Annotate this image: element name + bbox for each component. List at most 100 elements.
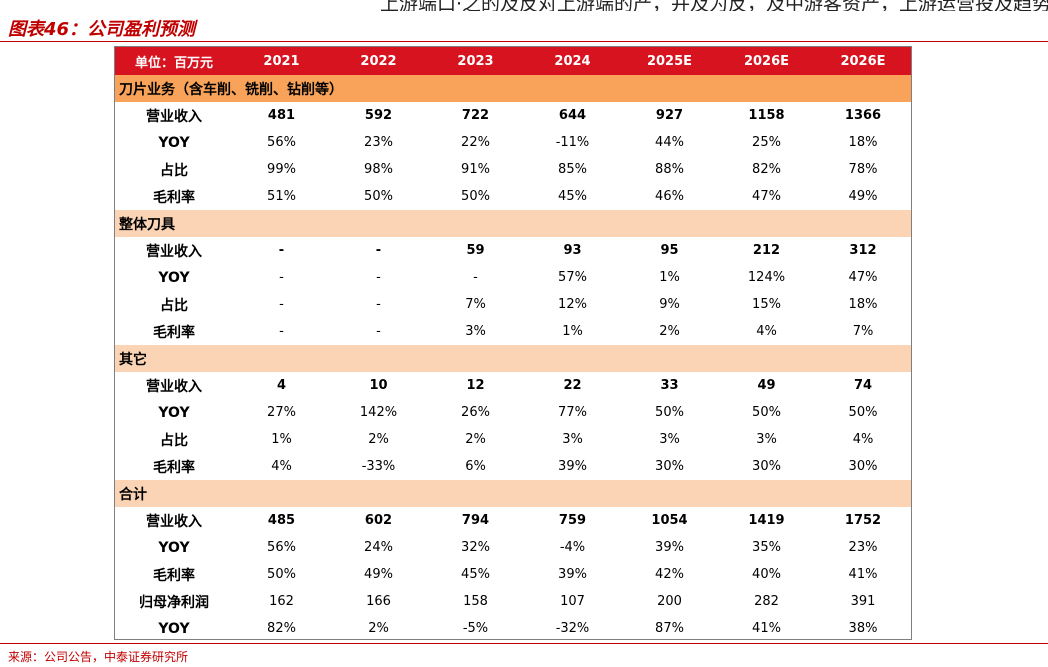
table-cell: -33% bbox=[361, 459, 396, 474]
table-cell: 57% bbox=[558, 270, 587, 285]
table-row: 毛利率 4% -33% 6% 39% 30% 30% 30% bbox=[115, 453, 911, 480]
table-cell: 91% bbox=[461, 162, 490, 177]
table-cell: - bbox=[279, 324, 284, 339]
profit-forecast-table: 单位：百万元 2021 2022 2023 2024 2025E 2026E 2026E 刀片业… bbox=[115, 47, 911, 639]
row-label: 占比 bbox=[160, 297, 188, 314]
table-cell: 1158 bbox=[748, 108, 785, 123]
section-title: 整体刀具 bbox=[115, 210, 911, 237]
year-header: 2026E bbox=[815, 47, 911, 75]
table-cell: 30% bbox=[655, 459, 684, 474]
table-cell: 50% bbox=[364, 189, 393, 204]
table-cell: 47% bbox=[752, 189, 781, 204]
table-cell: 6% bbox=[465, 459, 486, 474]
table-cell: 26% bbox=[461, 405, 490, 420]
table-cell: 50% bbox=[461, 189, 490, 204]
table-cell: 39% bbox=[558, 459, 587, 474]
row-label: YOY bbox=[158, 269, 190, 286]
table-cell: 794 bbox=[461, 513, 490, 528]
table-cell: 50% bbox=[848, 405, 878, 420]
table-row: 毛利率 51% 50% 50% 45% 46% 47% 49% bbox=[115, 183, 911, 210]
table-cell: 602 bbox=[364, 513, 393, 528]
row-label: 毛利率 bbox=[153, 459, 195, 476]
table-cell: -32% bbox=[555, 621, 590, 636]
figure-title: 图表46：公司盈利预测 bbox=[8, 19, 196, 40]
row-label: 占比 bbox=[160, 162, 188, 179]
table-cell: 93 bbox=[563, 243, 582, 258]
table-cell: 98% bbox=[364, 162, 393, 177]
table-cell: 124% bbox=[747, 270, 786, 285]
table-cell: 7% bbox=[852, 324, 874, 339]
row-label: 营业收入 bbox=[146, 108, 202, 125]
section-title: 刀片业务（含车削、铣削、钻削等） bbox=[115, 75, 911, 102]
table-row: 营业收入 4 10 12 22 33 49 74 bbox=[115, 372, 911, 399]
table-cell: 47% bbox=[848, 270, 878, 285]
table-row: 占比 - - 7% 12% 9% 15% 18% bbox=[115, 291, 911, 318]
table-cell: 1419 bbox=[748, 513, 785, 528]
table-cell: 30% bbox=[752, 459, 781, 474]
table-row: 营业收入 485 602 794 759 1054 1419 1752 bbox=[115, 507, 911, 534]
table-cell: 51% bbox=[267, 189, 296, 204]
table-cell: 38% bbox=[848, 621, 878, 636]
table-cell: 25% bbox=[752, 135, 781, 150]
bottom-divider bbox=[0, 643, 1048, 644]
table-cell: 23% bbox=[848, 540, 878, 555]
table-cell: 82% bbox=[752, 162, 781, 177]
table-row: YOY - - - 57% 1% 124% 47% bbox=[115, 264, 911, 291]
table-cell: - bbox=[376, 270, 381, 285]
table-cell: - bbox=[376, 324, 381, 339]
table-row: 归母净利润 162 166 158 107 200 282 391 bbox=[115, 588, 911, 615]
table-cell: 2% bbox=[465, 432, 486, 447]
table-cell: 391 bbox=[850, 594, 876, 609]
table-cell: 282 bbox=[754, 594, 779, 609]
table-cell: - bbox=[376, 297, 381, 312]
table-row: YOY 82% 2% -5% -32% 87% 41% 38% bbox=[115, 615, 911, 639]
table-row: YOY 27% 142% 26% 77% 50% 50% 50% bbox=[115, 399, 911, 426]
table-cell: 33 bbox=[660, 378, 679, 393]
table-cell: 644 bbox=[558, 108, 587, 123]
source-note: 来源：公司公告，中泰证券研究所 bbox=[8, 650, 189, 664]
section-title: 合计 bbox=[115, 480, 911, 507]
table-cell: 27% bbox=[267, 405, 296, 420]
table-cell: 7% bbox=[465, 297, 486, 312]
table-cell: 42% bbox=[655, 567, 684, 582]
table-cell: 41% bbox=[752, 621, 781, 636]
table-row: 营业收入 481 592 722 644 927 1158 1366 bbox=[115, 102, 911, 129]
table-cell: 312 bbox=[849, 243, 877, 258]
table-cell: - bbox=[375, 243, 382, 258]
table-row: 毛利率 - - 3% 1% 2% 4% 7% bbox=[115, 318, 911, 345]
table-cell: 1054 bbox=[651, 513, 688, 528]
table-cell: - bbox=[279, 270, 284, 285]
unit-label: 单位：百万元 bbox=[115, 47, 233, 75]
table-cell: 1% bbox=[562, 324, 583, 339]
row-label: 营业收入 bbox=[146, 243, 202, 260]
table-cell: 50% bbox=[655, 405, 684, 420]
year-header: 2022 bbox=[330, 47, 427, 75]
table-cell: 44% bbox=[655, 135, 684, 150]
table-cell: 2% bbox=[368, 621, 389, 636]
table-cell: -11% bbox=[555, 135, 590, 150]
row-label: 占比 bbox=[160, 432, 188, 449]
table-cell: 39% bbox=[558, 567, 587, 582]
table-cell: 88% bbox=[655, 162, 684, 177]
table-cell: 107 bbox=[560, 594, 585, 609]
table-cell: 99% bbox=[267, 162, 296, 177]
table-cell: 59 bbox=[466, 243, 485, 258]
row-label: 毛利率 bbox=[153, 324, 195, 341]
table-cell: 142% bbox=[359, 405, 398, 420]
table-cell: 56% bbox=[267, 540, 296, 555]
table-cell: 87% bbox=[655, 621, 684, 636]
table-cell: 212 bbox=[752, 243, 781, 258]
year-header: 2021 bbox=[233, 47, 330, 75]
table-row: 占比 99% 98% 91% 85% 88% 82% 78% bbox=[115, 156, 911, 183]
year-header: 2023 bbox=[427, 47, 524, 75]
table-cell: 4% bbox=[852, 432, 874, 447]
profit-forecast-table-frame: 单位：百万元 2021 2022 2023 2024 2025E 2026E 2026E 刀片业… bbox=[114, 46, 912, 640]
table-cell: 45% bbox=[461, 567, 490, 582]
table-cell: 18% bbox=[848, 297, 878, 312]
table-cell: 49% bbox=[364, 567, 393, 582]
table-cell: 4 bbox=[276, 378, 287, 393]
table-cell: 12% bbox=[558, 297, 587, 312]
table-cell: 45% bbox=[558, 189, 587, 204]
row-label: YOY bbox=[158, 539, 190, 556]
table-cell: 50% bbox=[267, 567, 296, 582]
